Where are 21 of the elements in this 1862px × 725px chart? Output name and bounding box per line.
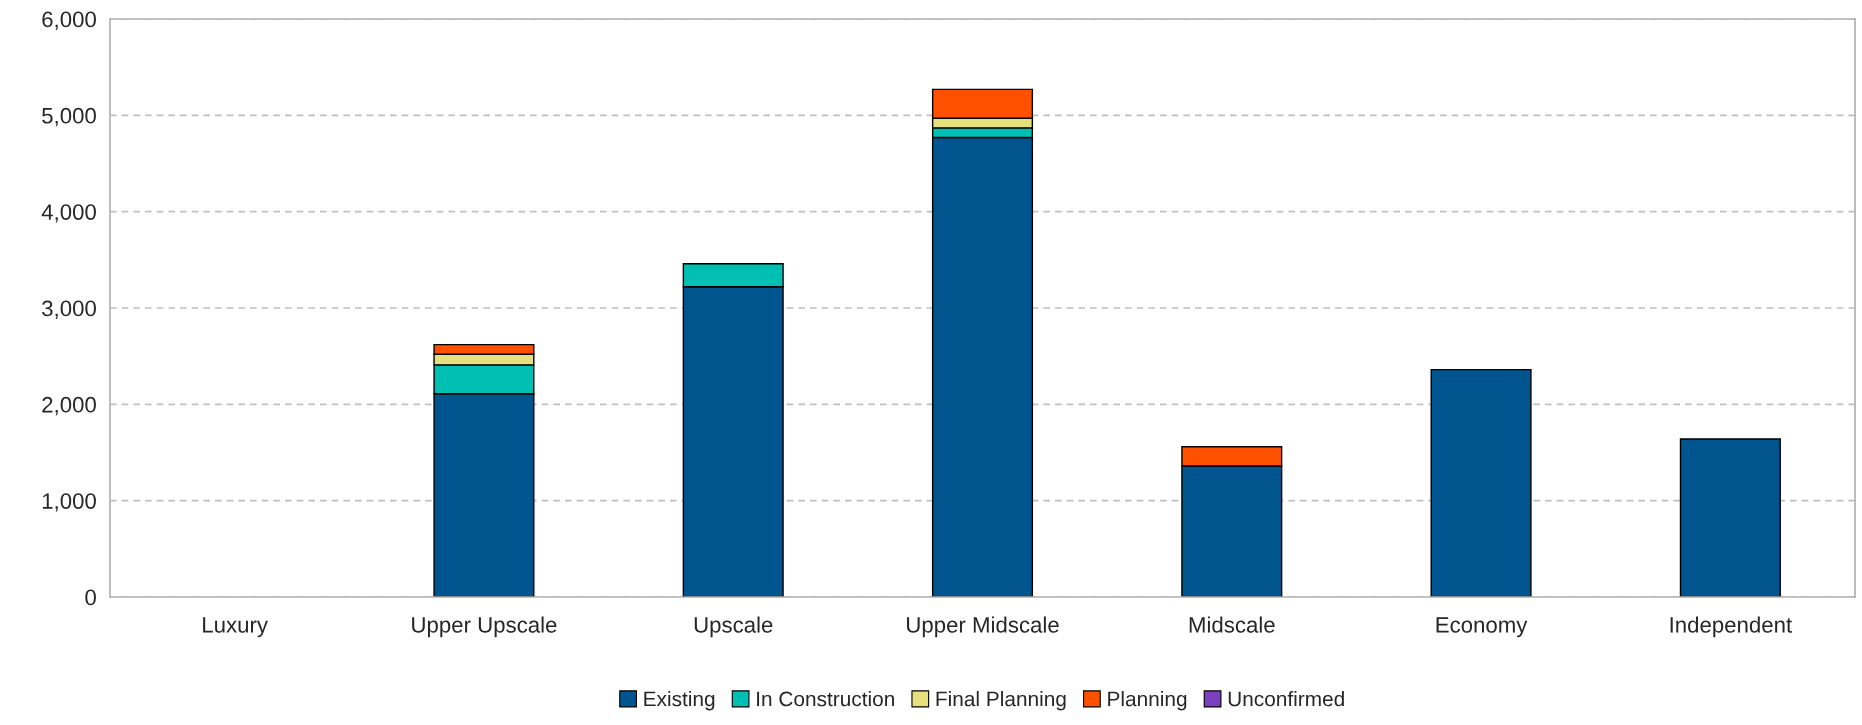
legend-label: Planning bbox=[1108, 691, 1187, 711]
x-tick-label: Luxury bbox=[203, 617, 268, 638]
y-tick-label: 1,000 bbox=[42, 493, 96, 512]
legend-label: Existing bbox=[644, 691, 715, 711]
bar bbox=[1679, 438, 1781, 597]
x-tick-label: Upper Upscale bbox=[412, 616, 557, 638]
y-tick-label: 0 bbox=[85, 589, 96, 606]
legend-label: Unconfirmed bbox=[1228, 691, 1344, 707]
legend-label: Final Planning bbox=[936, 691, 1066, 711]
y-tick-label: 4,000 bbox=[41, 204, 96, 223]
y-tick-label: 6,000 bbox=[42, 11, 96, 30]
y-tick-label: 5,000 bbox=[42, 107, 96, 127]
bar bbox=[1430, 368, 1532, 597]
x-tick-label: Economy bbox=[1436, 617, 1528, 638]
x-tick-label: Upper Midscale bbox=[907, 616, 1059, 638]
x-tick-label: Upscale bbox=[694, 616, 773, 638]
x-tick-label: Midscale bbox=[1189, 616, 1275, 633]
x-tick-label: Independent bbox=[1670, 616, 1792, 638]
y-tick-label: 2,000 bbox=[42, 396, 96, 416]
y-tick-label: 3,000 bbox=[42, 300, 96, 319]
legend-label: In Construction bbox=[757, 691, 894, 707]
